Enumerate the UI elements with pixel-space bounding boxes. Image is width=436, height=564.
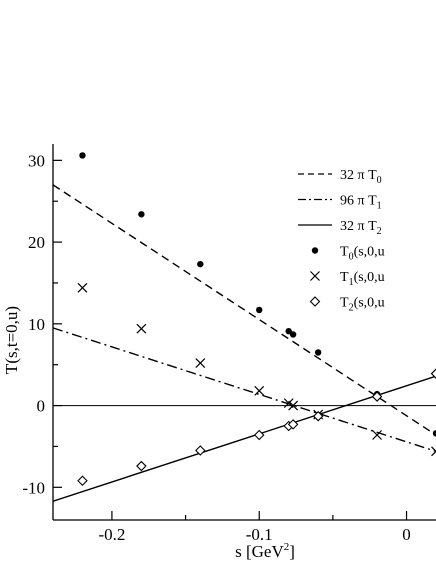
x-tick-label: -0.1 [246,525,273,544]
data-point-t1 [136,323,147,334]
data-point-t2 [136,460,147,472]
data-point-t1 [195,358,206,368]
data-point-t1 [254,385,265,396]
x-axis-label: s [GeV2] [235,541,295,561]
legend: 32 π T0 96 π T1 32 π T2 T0(s,0,u T1(s,0,u T2(… [298,168,385,314]
series-line-1 [53,327,436,453]
data-point-t1 [372,430,383,440]
series-line-0 [53,184,436,436]
x-tick-label: 0 [402,525,411,544]
y-tick-label: 20 [28,233,45,252]
data-point-t1 [283,398,294,409]
y-tick-label: 30 [28,151,45,170]
x-tick-label: -0.2 [98,525,125,544]
legend-swatch-3 [311,247,319,254]
data-point-t1 [431,446,436,457]
data-point-t2 [371,391,383,402]
y-tick-label: 10 [28,315,45,334]
y-tick-label: 0 [37,397,46,416]
data-point-t0 [256,306,263,314]
data-point-t0 [197,260,204,268]
data-point-t0 [138,211,145,218]
legend-label-3: T0(s,0,u [340,245,385,263]
legend-label-2: 32 π T2 [340,219,382,237]
series-points [77,152,436,487]
series-lines [53,184,436,502]
data-point-t2 [77,475,88,487]
legend-label-4: T1(s,0,u [340,270,385,288]
data-point-t2 [195,445,206,456]
data-point-t2 [287,419,299,430]
data-point-t1 [77,282,88,293]
legend-swatch-5 [309,296,321,307]
y-axis-label: T(s,t=0,u) [2,306,21,374]
legend-label-5: T2(s,0,u [340,296,385,314]
data-point-t0 [285,327,292,335]
data-point-t0 [289,331,297,338]
ticks: -10 0 10 20 30 -0.2 -0.1 0 [22,151,410,544]
y-tick-label: -10 [22,478,45,497]
data-point-t1 [288,400,299,411]
data-point-t2 [312,410,324,422]
legend-swatch-4 [310,271,320,281]
data-point-t2 [253,429,265,441]
legend-label-0: 32 π T0 [340,168,382,186]
axes [52,144,436,521]
data-point-t2 [430,368,436,379]
series-line-2 [53,375,436,502]
data-point-t0 [432,430,436,437]
data-point-t0 [314,349,322,356]
data-point-t0 [79,152,86,159]
legend-label-1: 96 π T1 [340,194,382,212]
